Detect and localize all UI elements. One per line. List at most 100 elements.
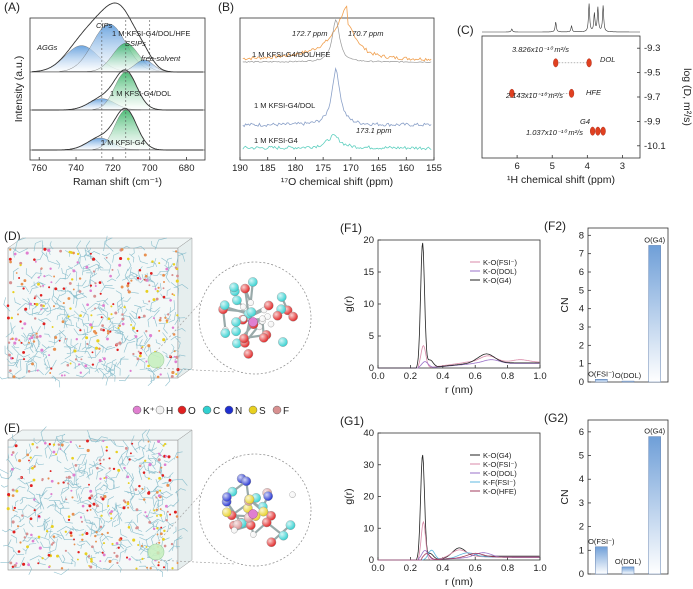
- atom-dot: [50, 524, 54, 529]
- dosy-peak: [586, 58, 592, 68]
- plot-frame: [377, 432, 541, 561]
- atom-dot: [84, 552, 88, 556]
- atom-dot: [33, 498, 36, 501]
- atom-dot: [162, 273, 166, 277]
- diffusion-label: 1.037x10⁻¹⁰ m²/s: [526, 128, 583, 137]
- atom-dot: [148, 284, 151, 287]
- atom-dot: [158, 471, 161, 474]
- atom-dot: [73, 538, 75, 541]
- atom-dot: [160, 466, 163, 469]
- series-label: 1 M KFSI-G4: [101, 138, 145, 147]
- diffusion-label: 2.143x10⁻¹⁰ m²/s: [505, 91, 563, 100]
- atom-dot: [67, 515, 71, 518]
- legend-label: K-F(FSI⁻): [483, 478, 516, 487]
- annotation-aggs: AGGs: [36, 43, 58, 52]
- x-tick-label: 185: [260, 163, 276, 174]
- panel-a-raman-chart: 760 740 720 700 680 Raman shift (cm⁻¹) Intensi…: [4, 0, 206, 188]
- atom-dot: [55, 453, 58, 456]
- atom-dot: [118, 324, 122, 328]
- atom-dot: [15, 272, 18, 274]
- atom-dot: [52, 443, 56, 446]
- atom-dot: [90, 494, 94, 498]
- atom-dot: [50, 367, 53, 370]
- atom-dot: [70, 278, 74, 281]
- y-tick-label: 15: [363, 267, 374, 278]
- cluster-atom-shine: [272, 311, 283, 321]
- atom-dot: [9, 369, 12, 372]
- projection-spectrum: [482, 3, 640, 33]
- atom-dot: [107, 317, 111, 321]
- x-tick-label: 160: [398, 163, 414, 174]
- atom-dot: [49, 372, 52, 374]
- atom-dot: [33, 509, 36, 512]
- atom-dot: [92, 270, 96, 273]
- atom-dot: [19, 541, 22, 544]
- atom-dot: [159, 454, 162, 457]
- atom-dot: [98, 459, 102, 462]
- atom-dot: [115, 541, 119, 545]
- atom-dot: [159, 316, 162, 320]
- atom-dot: [57, 443, 61, 446]
- y-tick-label: 4: [579, 304, 584, 315]
- atom-dot: [19, 263, 22, 267]
- atom-dot: [99, 462, 102, 465]
- x-tick-label: 0.8: [501, 371, 514, 382]
- atom-dot: [9, 248, 12, 251]
- atom-dot: [94, 331, 98, 335]
- zoom-connector: [155, 559, 236, 565]
- cluster-atom-shine: [264, 313, 271, 320]
- atom-dot: [124, 446, 128, 450]
- simulation-box-side: [177, 429, 193, 571]
- panel-label: (A): [4, 0, 20, 14]
- cluster-atom-shine: [259, 333, 269, 343]
- atom-dot: [110, 305, 113, 308]
- fit-component-free-solvent: [116, 59, 172, 73]
- atom-dot: [132, 352, 135, 356]
- atom-dot: [105, 449, 108, 452]
- atom-dot: [69, 440, 72, 444]
- atom-dot: [175, 355, 179, 359]
- atom-dot: [94, 346, 99, 350]
- legend-atom-swatch: [177, 405, 187, 415]
- atom-dot: [169, 354, 172, 357]
- atom-dot: [64, 549, 67, 552]
- atom-dot: [30, 336, 34, 340]
- y-tick-label: 10: [363, 299, 374, 310]
- x-tick-label: 0.6: [469, 371, 482, 382]
- bar-category-label: O(DOL): [615, 557, 642, 566]
- legend-atom-swatch: [132, 405, 142, 415]
- atom-dot: [72, 288, 75, 291]
- dosy-peak: [568, 88, 575, 98]
- atom-dot: [12, 509, 15, 512]
- atom-dot: [88, 504, 92, 508]
- atom-dot: [165, 518, 168, 522]
- atom-dot: [14, 444, 18, 448]
- atom-dot: [62, 302, 65, 305]
- species-label: HFE: [586, 88, 602, 97]
- atom-dot: [68, 281, 72, 285]
- atom-dot: [148, 463, 152, 467]
- rdf-line: [378, 552, 540, 561]
- atom-dot: [90, 314, 93, 317]
- atom-dot: [91, 351, 94, 354]
- atom-dot: [18, 339, 21, 342]
- atom-dot: [170, 542, 174, 546]
- atom-dot: [167, 313, 170, 316]
- x-tick-label: 0.2: [404, 563, 417, 574]
- atom-dot: [60, 567, 64, 570]
- atom-dot: [137, 543, 140, 547]
- atom-dot: [88, 496, 92, 500]
- plot-frame: [239, 17, 435, 161]
- cluster-atom-shine: [278, 531, 288, 541]
- atom-dot: [42, 322, 46, 326]
- cluster-atom-shine: [231, 527, 238, 534]
- atom-dot: [35, 302, 39, 306]
- atom-dot: [164, 316, 167, 319]
- atom-dot: [149, 334, 153, 338]
- atom-dot: [34, 260, 37, 263]
- x-axis-label: r (nm): [445, 576, 473, 588]
- atom-dot: [19, 320, 22, 323]
- atom-dot: [92, 257, 96, 261]
- cluster-atom-shine: [259, 315, 266, 322]
- atom-dot: [67, 482, 70, 485]
